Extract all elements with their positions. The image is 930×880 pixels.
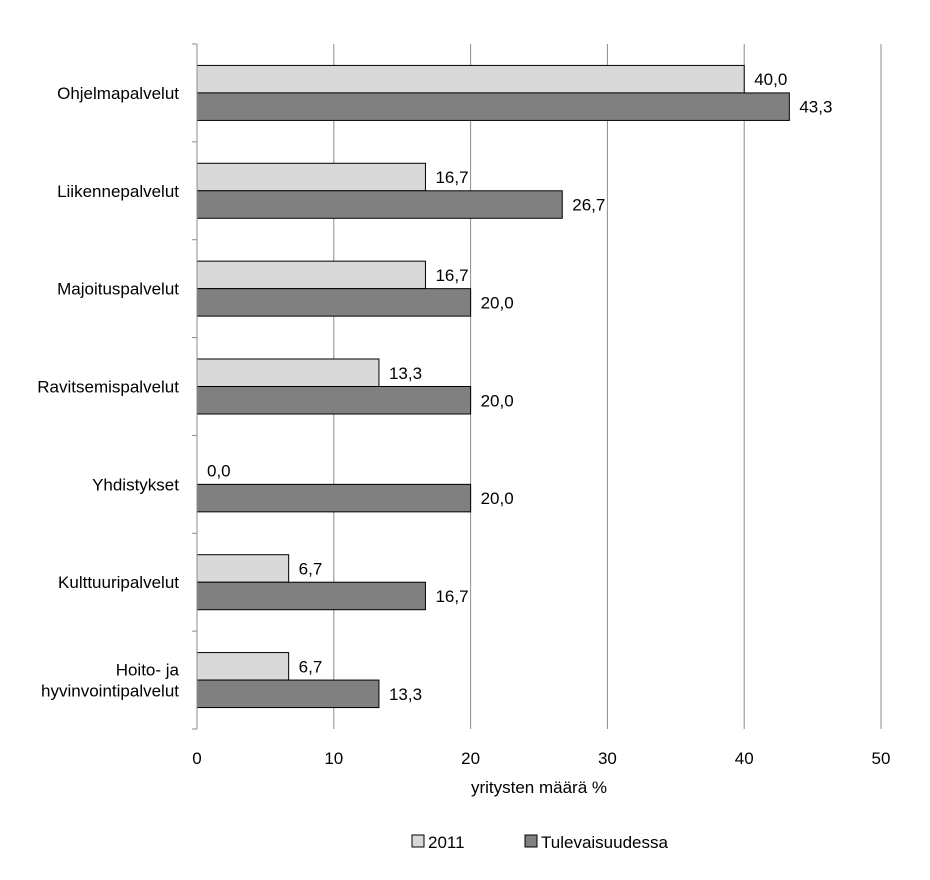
bar-series-tulevaisuudessa bbox=[196, 288, 472, 317]
legend-swatch bbox=[411, 834, 425, 848]
data-label: 16,7 bbox=[435, 168, 468, 187]
legend: 2011 Tulevaisuudessa bbox=[411, 833, 668, 852]
data-label: 20,0 bbox=[481, 293, 514, 312]
data-label: 16,7 bbox=[435, 266, 468, 285]
category-label-line: Liikennepalvelut bbox=[57, 182, 179, 201]
x-tick-label: 0 bbox=[192, 749, 201, 768]
category-label-line: hyvinvointipalvelut bbox=[41, 682, 179, 701]
category-label: Ravitsemispalvelut bbox=[37, 378, 179, 397]
category-label: Yhdistykset bbox=[92, 475, 179, 494]
data-label: 20,0 bbox=[481, 391, 514, 410]
category-label: Majoituspalvelut bbox=[57, 280, 179, 299]
axes: 0 10 20 30 40 50 bbox=[192, 43, 891, 768]
category-label: Ohjelmapalvelut bbox=[57, 84, 179, 103]
data-label: 20,0 bbox=[481, 489, 514, 508]
x-tick-label: 10 bbox=[324, 749, 343, 768]
data-label: 26,7 bbox=[572, 196, 605, 215]
x-tick-label: 50 bbox=[872, 749, 891, 768]
bar-series-tulevaisuudessa bbox=[196, 92, 790, 121]
data-label: 13,3 bbox=[389, 364, 422, 383]
bar-series-tulevaisuudessa bbox=[196, 483, 472, 513]
data-label: 43,3 bbox=[799, 98, 832, 117]
bar-series-2011 bbox=[196, 64, 745, 94]
data-label: 6,7 bbox=[299, 559, 323, 578]
bar-series-tulevaisuudessa bbox=[196, 386, 472, 415]
data-label: 16,7 bbox=[435, 587, 468, 606]
legend-label: 2011 bbox=[428, 833, 465, 852]
x-tick-label: 30 bbox=[598, 749, 617, 768]
x-axis-title: yritysten määrä % bbox=[471, 778, 607, 797]
gridlines bbox=[333, 44, 882, 729]
bar-series-tulevaisuudessa bbox=[196, 679, 380, 709]
bar-series-2011 bbox=[196, 162, 426, 192]
category-label-line: Hoito- ja bbox=[116, 661, 180, 680]
x-tick-label: 40 bbox=[735, 749, 754, 768]
category-label-line: Ohjelmapalvelut bbox=[57, 84, 179, 103]
x-tick-label: 20 bbox=[461, 749, 480, 768]
category-label-line: Kulttuuripalvelut bbox=[58, 573, 179, 592]
bar-series-tulevaisuudessa bbox=[196, 190, 563, 219]
data-label: 6,7 bbox=[299, 657, 323, 676]
category-label-line: Ravitsemispalvelut bbox=[37, 378, 179, 397]
bar-series-2011 bbox=[196, 554, 290, 583]
data-label: 13,3 bbox=[389, 685, 422, 704]
category-label-line: Yhdistykset bbox=[92, 475, 179, 494]
bar-series-2011 bbox=[196, 358, 380, 387]
bar-series-tulevaisuudessa bbox=[196, 581, 426, 611]
category-label-line: Majoituspalvelut bbox=[57, 280, 179, 299]
bar-series-2011 bbox=[196, 652, 290, 681]
data-label: 40,0 bbox=[754, 70, 787, 89]
category-labels: Ohjelmapalvelut Liikennepalvelut Majoitusp… bbox=[37, 84, 179, 701]
category-label: Kulttuuripalvelut bbox=[58, 573, 179, 592]
legend-label: Tulevaisuudessa bbox=[541, 833, 668, 852]
bar-series-2011 bbox=[196, 260, 426, 290]
category-label: Hoito- ja hyvinvointipalvelut bbox=[41, 661, 180, 701]
data-label: 0,0 bbox=[207, 462, 231, 481]
bars bbox=[196, 64, 790, 709]
legend-swatch bbox=[524, 834, 538, 848]
category-label: Liikennepalvelut bbox=[57, 182, 179, 201]
data-labels: 40,0 43,3 16,7 26,7 16,7 20,0 13,3 20,0 0,0 20,0 6… bbox=[207, 70, 832, 704]
